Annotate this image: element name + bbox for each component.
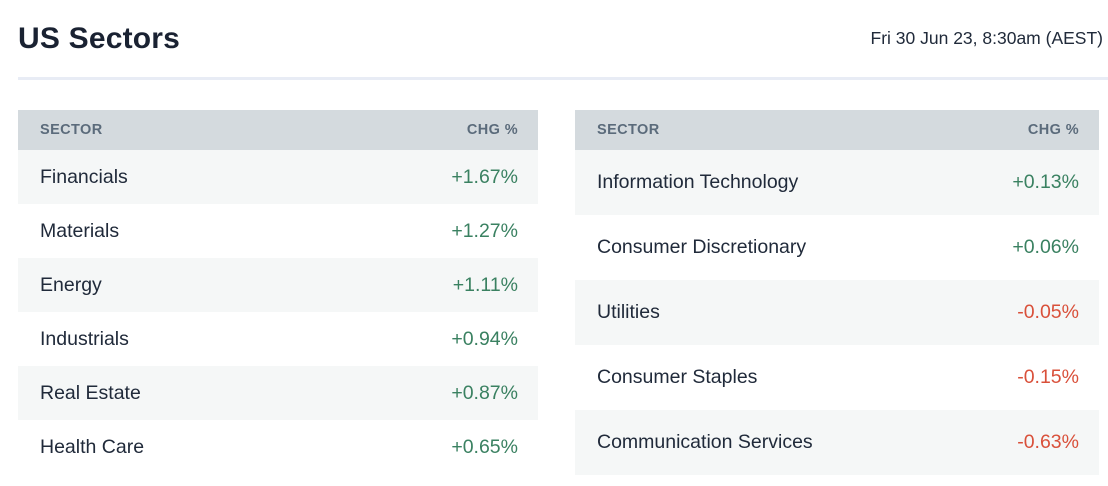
chg-value: +1.27%	[451, 219, 518, 242]
sector-name: Consumer Discretionary	[597, 236, 807, 258]
chg-value: -0.05%	[1017, 301, 1079, 323]
tables-container: SECTOR CHG % Financials +1.67% Materials…	[18, 110, 1108, 475]
chg-value: +1.67%	[451, 165, 518, 188]
sector-name: Communication Services	[597, 431, 813, 453]
sector-name: Materials	[40, 219, 120, 242]
chg-value: -0.63%	[1017, 431, 1079, 453]
table-row: Materials +1.27%	[18, 204, 538, 258]
column-header-chg: CHG %	[1027, 122, 1079, 138]
table-header: SECTOR CHG %	[18, 110, 538, 150]
table-row: Financials +1.67%	[18, 150, 538, 204]
timestamp: Fri 30 Jun 23, 8:30am (AEST)	[870, 28, 1103, 48]
sectors-table-right: SECTOR CHG % Information Technology +0.1…	[575, 110, 1099, 475]
chg-value: +0.06%	[1012, 236, 1079, 258]
column-header-sector: SECTOR	[40, 122, 103, 138]
sector-name: Industrials	[40, 327, 129, 350]
table-row: Consumer Staples -0.15%	[575, 345, 1099, 410]
table-row: Health Care +0.65%	[18, 420, 538, 474]
table-header: SECTOR CHG %	[575, 110, 1099, 150]
sector-name: Consumer Staples	[597, 366, 758, 388]
column-header-sector: SECTOR	[597, 122, 660, 138]
sector-name: Health Care	[40, 435, 145, 458]
table-row: Communication Services -0.63%	[575, 410, 1099, 475]
divider	[18, 77, 1108, 80]
sector-name: Real Estate	[40, 381, 141, 404]
table-row: Industrials +0.94%	[18, 312, 538, 366]
table-row: Real Estate +0.87%	[18, 366, 538, 420]
chg-value: +1.11%	[452, 273, 518, 296]
sector-name: Utilities	[597, 301, 660, 323]
widget-header: US Sectors Fri 30 Jun 23, 8:30am (AEST)	[0, 0, 1108, 77]
chg-value: +0.65%	[451, 435, 518, 458]
column-header-chg: CHG %	[466, 122, 518, 138]
chg-value: +0.94%	[451, 327, 518, 350]
table-row: Utilities -0.05%	[575, 280, 1099, 345]
table-row: Energy +1.11%	[18, 258, 538, 312]
chg-value: -0.15%	[1017, 366, 1079, 388]
page-title: US Sectors	[18, 21, 181, 55]
sector-name: Energy	[40, 273, 102, 296]
sector-name: Information Technology	[597, 171, 799, 193]
chg-value: +0.13%	[1012, 171, 1079, 193]
table-row: Information Technology +0.13%	[575, 150, 1099, 215]
table-row: Consumer Discretionary +0.06%	[575, 215, 1099, 280]
sector-name: Financials	[40, 165, 128, 188]
chg-value: +0.87%	[451, 381, 518, 404]
sectors-table-left: SECTOR CHG % Financials +1.67% Materials…	[18, 110, 538, 475]
